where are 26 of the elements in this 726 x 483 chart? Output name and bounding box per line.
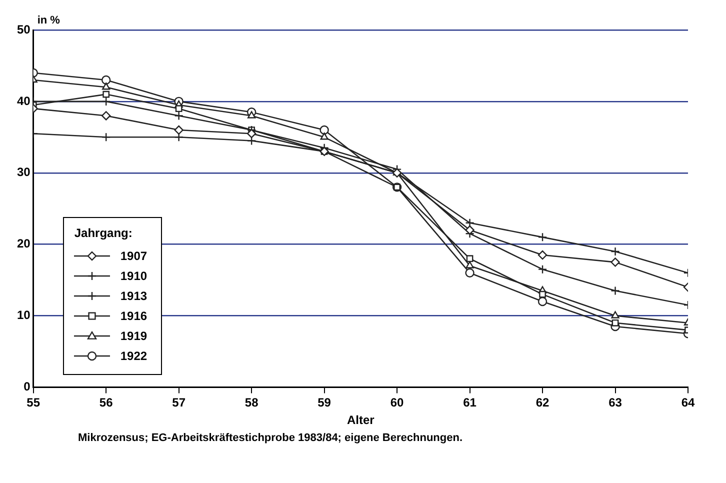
legend-label: 1916: [120, 309, 148, 324]
x-tick-label: 64: [681, 396, 695, 410]
x-tick-label: 59: [318, 396, 332, 410]
x-axis-title: Alter: [347, 413, 375, 428]
x-tick-label: 63: [608, 396, 622, 410]
legend-label: 1922: [120, 349, 148, 364]
legend-label: 1907: [120, 249, 148, 264]
y-axis-title: in %: [37, 14, 60, 27]
x-tick-label: 60: [390, 396, 404, 410]
x-tick-label: 57: [172, 396, 186, 410]
x-tick-label: 62: [536, 396, 550, 410]
y-tick-label: 50: [16, 22, 31, 36]
y-tick-label: 0: [24, 380, 31, 394]
y-tick-label: 40: [16, 94, 31, 108]
y-tick-label: 30: [16, 165, 31, 180]
text: Mikrozensus; EG-Arbeitskräftestichprobe 1983/84; eigene Berechnungen.: [78, 432, 464, 444]
y-tick-label: 20: [16, 236, 31, 251]
legend-title: Jahrgang:: [74, 226, 134, 240]
legend-label: 1910: [120, 269, 148, 284]
legend-label: 1919: [120, 329, 148, 344]
y-tick-label: 10: [16, 308, 31, 322]
x-tick-label: 55: [26, 396, 40, 410]
x-tick-label: 58: [244, 396, 259, 410]
x-tick-label: 61: [463, 396, 477, 410]
legend-label: 1913: [120, 289, 148, 304]
x-tick-label: 56: [99, 396, 114, 410]
